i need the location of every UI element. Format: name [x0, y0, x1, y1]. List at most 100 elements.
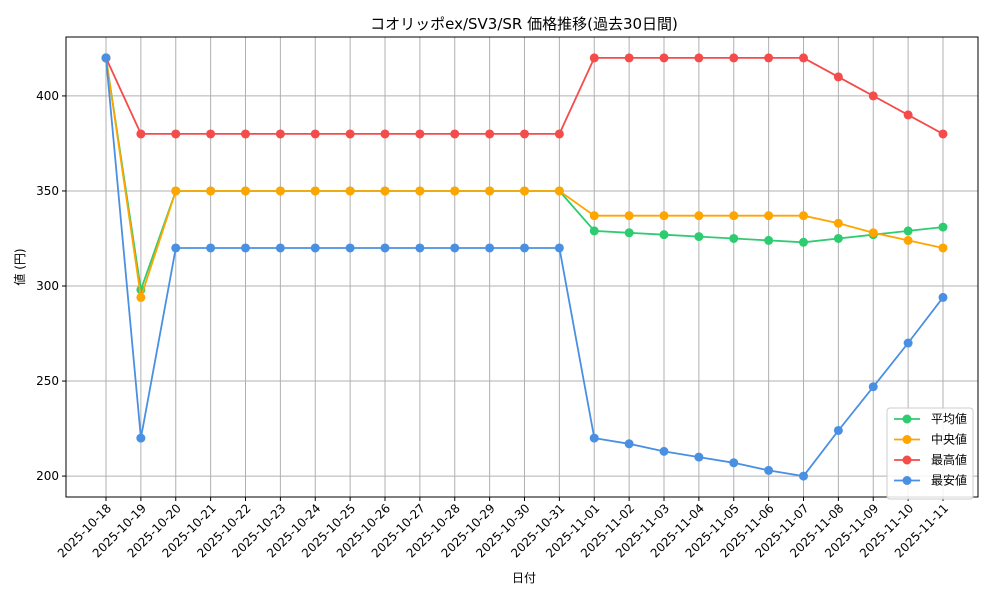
data-point — [868, 382, 878, 392]
series-layer — [101, 53, 948, 481]
data-point — [380, 129, 390, 139]
chart-title: コオリッポex/SV3/SR 価格推移(過去30日間) — [370, 15, 678, 33]
data-point — [659, 230, 669, 240]
data-point — [764, 235, 774, 245]
y-axis: 200 250 300 350 400 — [36, 89, 66, 483]
data-point — [764, 211, 774, 221]
data-point — [485, 129, 495, 139]
x-axis-label: 日付 — [512, 571, 536, 585]
data-point — [938, 243, 948, 253]
data-point — [659, 446, 669, 456]
data-point — [624, 439, 634, 449]
data-point — [938, 222, 948, 232]
data-point — [764, 53, 774, 63]
data-point — [450, 243, 460, 253]
data-point — [938, 129, 948, 139]
data-point — [868, 91, 878, 101]
data-point — [310, 186, 320, 196]
data-point — [415, 243, 425, 253]
data-point — [450, 186, 460, 196]
data-point — [729, 233, 739, 243]
data-point — [554, 129, 564, 139]
data-point — [136, 433, 146, 443]
y-tick-label: 300 — [36, 279, 59, 293]
data-point — [554, 243, 564, 253]
y-tick-label: 350 — [36, 184, 59, 198]
data-point — [275, 186, 285, 196]
data-point — [485, 186, 495, 196]
data-point — [624, 53, 634, 63]
data-point — [589, 211, 599, 221]
legend-box — [886, 407, 974, 500]
data-point — [868, 228, 878, 238]
data-point — [938, 292, 948, 302]
data-point — [275, 129, 285, 139]
data-point — [520, 129, 529, 139]
data-point — [729, 53, 739, 63]
data-point — [589, 433, 599, 443]
data-point — [380, 186, 390, 196]
data-point — [624, 228, 634, 238]
data-point — [520, 186, 529, 196]
legend-label: 中央値 — [931, 432, 967, 447]
data-point — [764, 465, 774, 475]
data-point — [310, 243, 320, 253]
data-point — [589, 53, 599, 63]
data-point — [833, 233, 843, 243]
legend-swatch-marker — [902, 455, 912, 465]
data-point — [799, 211, 808, 221]
data-point — [624, 211, 634, 221]
data-point — [415, 186, 425, 196]
data-point — [799, 471, 808, 481]
data-point — [694, 211, 704, 221]
data-point — [799, 237, 808, 247]
legend-label: 最高値 — [931, 452, 967, 467]
legend-swatch-marker — [902, 476, 912, 485]
data-point — [275, 243, 285, 253]
data-point — [903, 338, 913, 348]
data-point — [903, 235, 913, 245]
data-point — [903, 226, 913, 236]
data-point — [659, 53, 669, 63]
plot-frame — [65, 36, 979, 498]
data-point — [241, 243, 250, 253]
data-point — [171, 186, 181, 196]
data-point — [241, 129, 250, 139]
data-point — [345, 129, 355, 139]
x-axis: 2025-10-182025-10-192025-10-202025-10-21… — [55, 497, 951, 560]
data-point — [101, 53, 111, 63]
data-point — [380, 243, 390, 253]
data-point — [694, 232, 704, 242]
data-point — [833, 425, 843, 435]
data-point — [206, 186, 216, 196]
data-point — [903, 110, 913, 120]
legend-label: 最安値 — [931, 473, 967, 488]
y-tick-label: 200 — [36, 469, 59, 483]
data-point — [694, 53, 704, 63]
data-point — [171, 129, 181, 139]
legend-label: 平均値 — [931, 411, 967, 426]
data-point — [171, 243, 181, 253]
data-point — [554, 186, 564, 196]
data-point — [241, 186, 250, 196]
data-point — [729, 211, 739, 221]
data-point — [345, 186, 355, 196]
y-tick-label: 400 — [36, 89, 59, 103]
data-point — [520, 243, 529, 253]
data-point — [729, 458, 739, 468]
data-point — [206, 129, 216, 139]
data-point — [310, 129, 320, 139]
data-point — [136, 129, 146, 139]
data-point — [485, 243, 495, 253]
data-point — [415, 129, 425, 139]
data-point — [345, 243, 355, 253]
legend-swatch-marker — [902, 435, 912, 444]
y-axis-label: 値 (円) — [12, 248, 27, 285]
data-point — [659, 211, 669, 221]
data-point — [589, 226, 599, 236]
data-point — [136, 292, 146, 302]
data-point — [450, 129, 460, 139]
data-point — [694, 452, 704, 462]
